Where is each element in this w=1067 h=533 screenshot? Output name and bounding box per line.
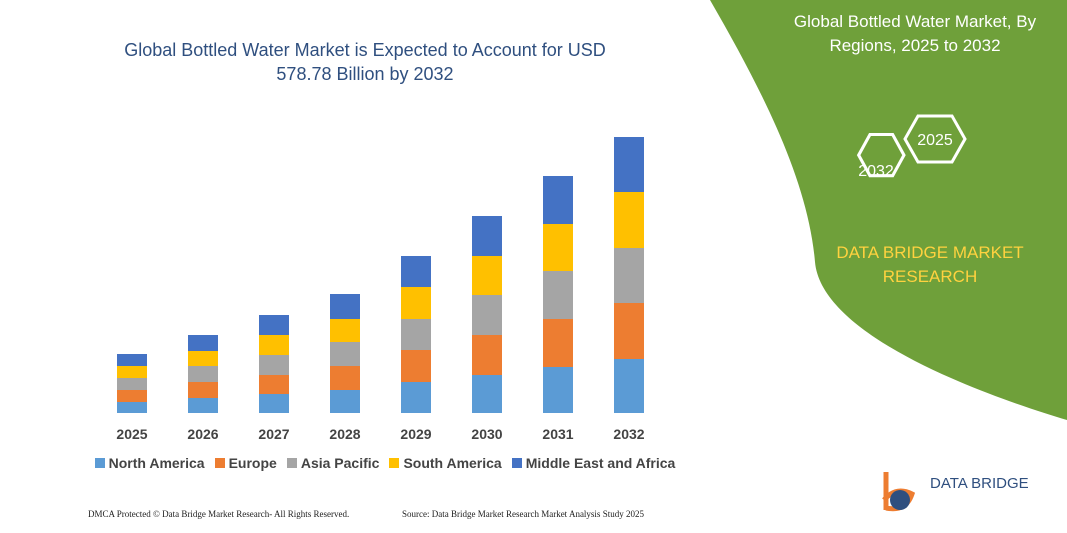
bar-segment xyxy=(614,137,644,192)
hexagon xyxy=(903,114,967,164)
bar-segment xyxy=(614,192,644,248)
bar-segment xyxy=(472,256,502,295)
x-tick-label: 2027 xyxy=(258,426,289,442)
legend-item: Asia Pacific xyxy=(286,455,380,471)
bar-segment xyxy=(614,303,644,359)
bar-segment xyxy=(472,295,502,335)
bar-segment xyxy=(543,271,573,319)
hex-label: 2032 xyxy=(858,163,894,180)
bar-segment xyxy=(188,366,218,382)
bar-segment xyxy=(330,342,360,366)
legend-label: Asia Pacific xyxy=(300,455,380,471)
bar-segment xyxy=(401,382,431,413)
bar-segment xyxy=(330,366,360,390)
x-tick-label: 2028 xyxy=(329,426,360,442)
x-tick-label: 2026 xyxy=(187,426,218,442)
bar-segment xyxy=(188,351,218,366)
x-tick-label: 2032 xyxy=(613,426,644,442)
bar-segment xyxy=(330,294,360,319)
legend-swatch xyxy=(286,458,297,468)
panel-title: Global Bottled Water Market, By Regions,… xyxy=(793,12,1037,55)
bar-segment xyxy=(188,335,218,351)
bar-segment xyxy=(543,319,573,367)
bar-segment xyxy=(330,390,360,413)
bar-segment xyxy=(614,248,644,303)
legend-label: North America xyxy=(108,455,205,471)
bar-segment xyxy=(330,319,360,342)
legend-swatch xyxy=(94,458,105,468)
bar-segment xyxy=(117,390,147,402)
brand: DATA BRIDGE MARKET RESEARCH xyxy=(836,243,1024,286)
legend-swatch xyxy=(214,458,225,468)
logo-icon xyxy=(890,490,910,510)
legend-swatch xyxy=(511,458,522,468)
hexagon xyxy=(856,132,906,178)
footer-left: DMCA Protected © Data Bridge Market Rese… xyxy=(88,509,350,519)
bar-segment xyxy=(401,256,431,287)
legend-item: Middle East and Africa xyxy=(511,455,676,471)
legend-label: South America xyxy=(403,455,502,471)
legend-item: North America xyxy=(94,455,205,471)
bar-segment xyxy=(259,375,289,394)
bar-segment xyxy=(401,319,431,350)
logo-text: DATA BRIDGE xyxy=(930,475,1029,492)
chart-title: Global Bottled Water Market is Expected … xyxy=(124,40,606,84)
bar-segment xyxy=(543,176,573,224)
legend-item: South America xyxy=(389,455,502,471)
bar-segment xyxy=(188,398,218,413)
bar-segment xyxy=(188,382,218,398)
legend: North America Europe Asia Pacific South Ame… xyxy=(60,455,710,471)
green-panel xyxy=(710,0,1067,420)
bar-segment xyxy=(117,366,147,378)
bar-segment xyxy=(543,367,573,413)
bar-segment xyxy=(117,402,147,413)
x-tick-label: 2025 xyxy=(116,426,147,442)
bar-segment xyxy=(259,394,289,413)
bar-segment xyxy=(472,375,502,413)
footer-right: Source: Data Bridge Market Research Mark… xyxy=(402,509,644,519)
bar-segment xyxy=(614,359,644,413)
bar-segment xyxy=(117,378,147,390)
bar-segment xyxy=(401,287,431,319)
x-tick-label: 2030 xyxy=(471,426,502,442)
bar-segment xyxy=(472,335,502,375)
bar-segment xyxy=(259,355,289,375)
legend-item: Europe xyxy=(214,455,277,471)
bar-segment xyxy=(117,354,147,366)
bar-segment xyxy=(472,216,502,256)
legend-label: Middle East and Africa xyxy=(525,455,676,471)
x-tick-label: 2029 xyxy=(400,426,431,442)
bar-segment xyxy=(543,224,573,271)
hex-label: 2025 xyxy=(917,132,953,149)
bar-segment xyxy=(259,315,289,335)
bar-segment xyxy=(401,350,431,382)
legend-label: Europe xyxy=(228,455,277,471)
bar-segment xyxy=(259,335,289,355)
x-tick-label: 2031 xyxy=(542,426,573,442)
legend-swatch xyxy=(389,458,400,468)
